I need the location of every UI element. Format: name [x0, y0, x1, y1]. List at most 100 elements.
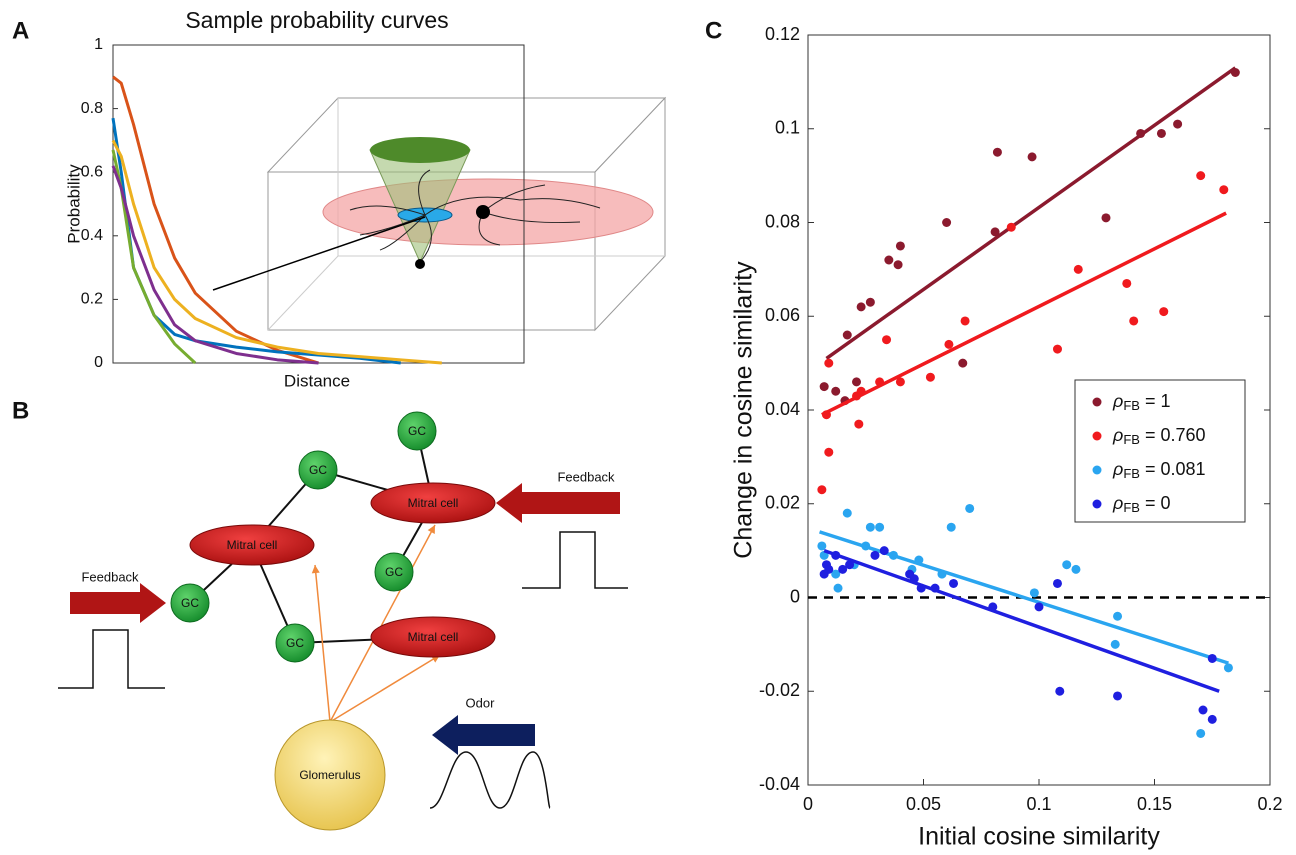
probability-curve [111, 165, 319, 365]
y-tick-label: 0.4 [81, 227, 103, 244]
x-tick-label: 0.2 [1257, 794, 1282, 814]
panel-label: A [12, 17, 29, 44]
node-label: GC [408, 424, 426, 438]
legend-box [1074, 379, 1246, 523]
legend-symbol: ρ [1112, 459, 1123, 479]
data-point [824, 447, 834, 457]
y-tick-label: 0 [94, 354, 103, 371]
input-label: Feedback [557, 469, 615, 484]
legend-label: = 0 [1145, 493, 1171, 513]
data-point [875, 522, 885, 532]
data-point [960, 316, 970, 326]
legend-subscript: FB [1123, 398, 1140, 413]
input-waveform [522, 531, 628, 589]
mitral-cell [370, 616, 496, 658]
data-point [958, 358, 968, 368]
data-point [1027, 152, 1037, 162]
legend-entry: ρFB = 0 [1112, 493, 1170, 516]
data-point [865, 522, 875, 532]
data-point [1196, 728, 1206, 738]
granule-cell [374, 552, 414, 592]
data-point [824, 358, 834, 368]
legend-subscript: FB [1123, 466, 1140, 481]
data-point [882, 335, 892, 345]
fit-line [825, 66, 1237, 360]
y-tick-label: 0.04 [765, 399, 800, 419]
data-point [842, 508, 852, 518]
data-point [865, 297, 875, 307]
y-tick-label: 0.06 [765, 305, 800, 325]
data-point [856, 302, 866, 312]
node-label: GC [385, 565, 403, 579]
input-label: Feedback [81, 569, 139, 584]
x-tick-label: 0.05 [906, 794, 941, 814]
legend-symbol: ρ [1112, 493, 1123, 513]
y-tick-label: 1 [94, 36, 103, 53]
input-arrow [496, 483, 620, 523]
data-point [1110, 639, 1120, 649]
data-point [1198, 705, 1208, 715]
data-point [895, 377, 905, 387]
data-point [1223, 663, 1233, 673]
data-point [925, 372, 935, 382]
y-tick-label: -0.04 [759, 774, 800, 794]
data-point [1101, 213, 1111, 223]
legend-symbol: ρ [1112, 391, 1123, 411]
panel-label: B [12, 397, 29, 424]
data-point [1113, 691, 1123, 701]
projection-arrowhead [427, 525, 435, 534]
node-label: Glomerulus [299, 768, 360, 782]
data-point [1173, 119, 1183, 129]
fit-line [819, 530, 1229, 665]
probability-curve [111, 139, 442, 365]
data-point [990, 227, 1000, 237]
legend-swatch [1092, 397, 1102, 407]
data-point [824, 564, 834, 574]
data-point [1196, 171, 1206, 181]
legend-symbol: ρ [1112, 425, 1123, 445]
mitral-cell [189, 524, 315, 566]
data-point [893, 260, 903, 270]
data-point [1159, 307, 1169, 317]
data-point [1219, 185, 1229, 195]
x-tick-label: 0 [803, 794, 813, 814]
node-label: Mitral cell [227, 538, 278, 552]
input-projection [329, 654, 441, 723]
fit-line [823, 548, 1220, 693]
node-label: GC [181, 596, 199, 610]
y-tick-label: 0.8 [81, 100, 103, 117]
legend-entry: ρFB = 0.760 [1112, 425, 1206, 448]
data-point [1113, 611, 1123, 621]
data-point [1156, 128, 1166, 138]
chart-title: Sample probability curves [185, 7, 448, 33]
data-point [1073, 264, 1083, 274]
mitral-cell [370, 482, 496, 524]
node-label: Mitral cell [408, 496, 459, 510]
x-axis-label: Initial cosine similarity [918, 823, 1160, 851]
data-point [1006, 222, 1016, 232]
x-tick-label: 0.1 [1026, 794, 1051, 814]
data-point [1071, 564, 1081, 574]
data-point [845, 560, 855, 570]
y-tick-label: -0.02 [759, 680, 800, 700]
legend-label: = 1 [1145, 391, 1171, 411]
data-point [842, 330, 852, 340]
y-tick-label: 0.08 [765, 211, 800, 231]
y-axis-label: Change in cosine similarity [730, 261, 758, 559]
glomerulus [274, 719, 386, 831]
input-waveform [58, 629, 165, 689]
data-point [831, 569, 841, 579]
legend-swatch [1092, 431, 1102, 441]
data-point [1029, 588, 1039, 598]
data-point [1055, 686, 1065, 696]
node-label: GC [309, 463, 327, 477]
data-point [884, 255, 894, 265]
data-point [942, 218, 952, 227]
data-point [1207, 653, 1217, 663]
legend-label: = 0.760 [1145, 425, 1206, 445]
fit-line [821, 211, 1227, 417]
x-tick-label: 0.15 [1137, 794, 1172, 814]
legend-subscript: FB [1123, 500, 1140, 515]
y-tick-label: 0.02 [765, 493, 800, 513]
